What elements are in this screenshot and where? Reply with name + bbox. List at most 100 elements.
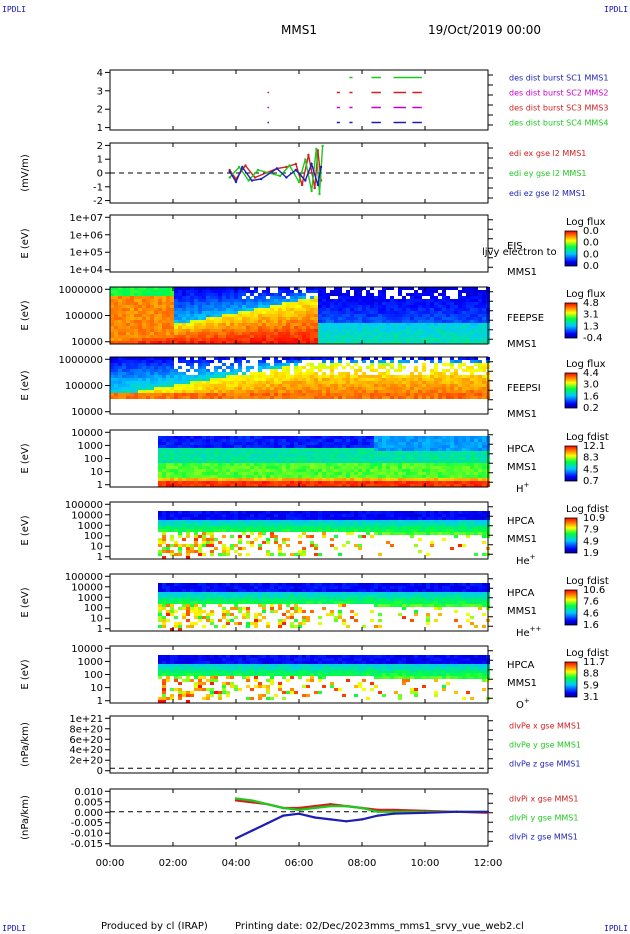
heatmap-cell <box>130 375 134 378</box>
heatmap-cell <box>114 332 118 335</box>
heatmap-cell <box>330 478 334 481</box>
heatmap-cell <box>374 451 378 454</box>
heatmap-cell <box>430 393 434 396</box>
heatmap-cell <box>258 366 262 369</box>
heatmap-cell <box>418 396 422 399</box>
heatmap-cell <box>386 390 390 393</box>
heatmap-cell <box>378 484 382 487</box>
heatmap-cell <box>254 393 258 396</box>
heatmap-cell <box>322 442 326 445</box>
heatmap-cell <box>174 290 178 293</box>
heatmap-cell <box>170 381 174 384</box>
heatmap-cell <box>234 296 238 299</box>
heatmap-cell <box>126 357 130 360</box>
heatmap-cell <box>222 287 226 290</box>
heatmap-cell <box>202 439 206 442</box>
heatmap-cell <box>138 387 142 390</box>
heatmap-cell <box>362 381 366 384</box>
heatmap-cell <box>238 384 242 387</box>
heatmap-cell <box>394 484 398 487</box>
heatmap-cell <box>478 390 482 393</box>
heatmap-cell <box>430 481 434 484</box>
heatmap-cell <box>230 544 234 547</box>
heatmap-cell <box>434 369 438 372</box>
heatmap-cell <box>218 378 222 381</box>
heatmap-cell <box>282 378 286 381</box>
heatmap-cell <box>434 335 438 338</box>
heatmap-cell <box>350 478 354 481</box>
heatmap-cell <box>426 290 430 293</box>
heatmap-cell <box>250 484 254 487</box>
heatmap-cell <box>198 529 202 532</box>
heatmap-cell <box>434 302 438 305</box>
heatmap-cell <box>250 472 254 475</box>
heatmap-cell <box>178 390 182 393</box>
heatmap-cell <box>114 323 118 326</box>
heatmap-cell <box>294 517 298 520</box>
heatmap-cell <box>210 526 214 529</box>
heatmap-cell <box>178 448 182 451</box>
heatmap-cell <box>170 442 174 445</box>
heatmap-cell <box>426 384 430 387</box>
heatmap-cell <box>242 384 246 387</box>
heatmap-cell <box>238 529 242 532</box>
heatmap-cell <box>430 326 434 329</box>
heatmap-cell <box>434 466 438 469</box>
heatmap-cell <box>158 469 162 472</box>
heatmap-cell <box>138 311 142 314</box>
heatmap-cell <box>190 547 194 550</box>
heatmap-cell <box>222 466 226 469</box>
heatmap-cell <box>438 375 442 378</box>
heatmap-cell <box>446 302 450 305</box>
heatmap-cell <box>374 332 378 335</box>
heatmap-cell <box>214 472 218 475</box>
heatmap-cell <box>246 445 250 448</box>
heatmap-cell <box>270 384 274 387</box>
heatmap-cell <box>302 532 306 535</box>
heatmap-cell <box>374 390 378 393</box>
heatmap-cell <box>322 475 326 478</box>
heatmap-cell <box>158 445 162 448</box>
heatmap-cell <box>266 357 270 360</box>
heatmap-cell <box>118 390 122 393</box>
heatmap-cell <box>166 314 170 317</box>
heatmap-cell <box>402 335 406 338</box>
heatmap-cell <box>230 326 234 329</box>
heatmap-cell <box>474 329 478 332</box>
heatmap-cell <box>262 375 266 378</box>
heatmap-cell <box>378 323 382 326</box>
heatmap-cell <box>294 523 298 526</box>
heatmap-cell <box>294 329 298 332</box>
heatmap-cell <box>310 381 314 384</box>
heatmap-cell <box>306 460 310 463</box>
heatmap-cell <box>274 299 278 302</box>
heatmap-cell <box>450 363 454 366</box>
heatmap-cell <box>370 314 374 317</box>
heatmap-cell <box>290 463 294 466</box>
heatmap-cell <box>122 308 126 311</box>
heatmap-cell <box>290 523 294 526</box>
series-point <box>300 183 304 187</box>
heatmap-cell <box>162 454 166 457</box>
heatmap-cell <box>150 384 154 387</box>
heatmap-cell <box>450 457 454 460</box>
heatmap-cell <box>214 320 218 323</box>
heatmap-cell <box>142 320 146 323</box>
heatmap-cell <box>254 299 258 302</box>
heatmap-cell <box>446 369 450 372</box>
heatmap-cell <box>382 442 386 445</box>
heatmap-cell <box>186 532 190 535</box>
heatmap-cell <box>346 481 350 484</box>
heatmap-cell <box>174 472 178 475</box>
heatmap-cell <box>174 463 178 466</box>
heatmap-cell <box>390 457 394 460</box>
heatmap-cell <box>378 439 382 442</box>
heatmap-cell <box>294 317 298 320</box>
heatmap-cell <box>482 463 486 466</box>
heatmap-cell <box>118 287 122 290</box>
heatmap-cell <box>354 335 358 338</box>
heatmap-cell <box>426 335 430 338</box>
heatmap-cell <box>210 523 214 526</box>
heatmap-cell <box>130 320 134 323</box>
heatmap-cell <box>354 442 358 445</box>
